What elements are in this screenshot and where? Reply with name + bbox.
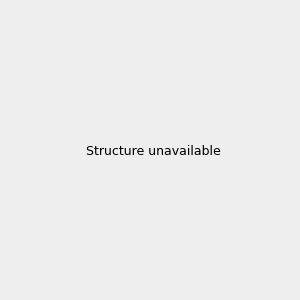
Text: Structure unavailable: Structure unavailable [86,145,221,158]
